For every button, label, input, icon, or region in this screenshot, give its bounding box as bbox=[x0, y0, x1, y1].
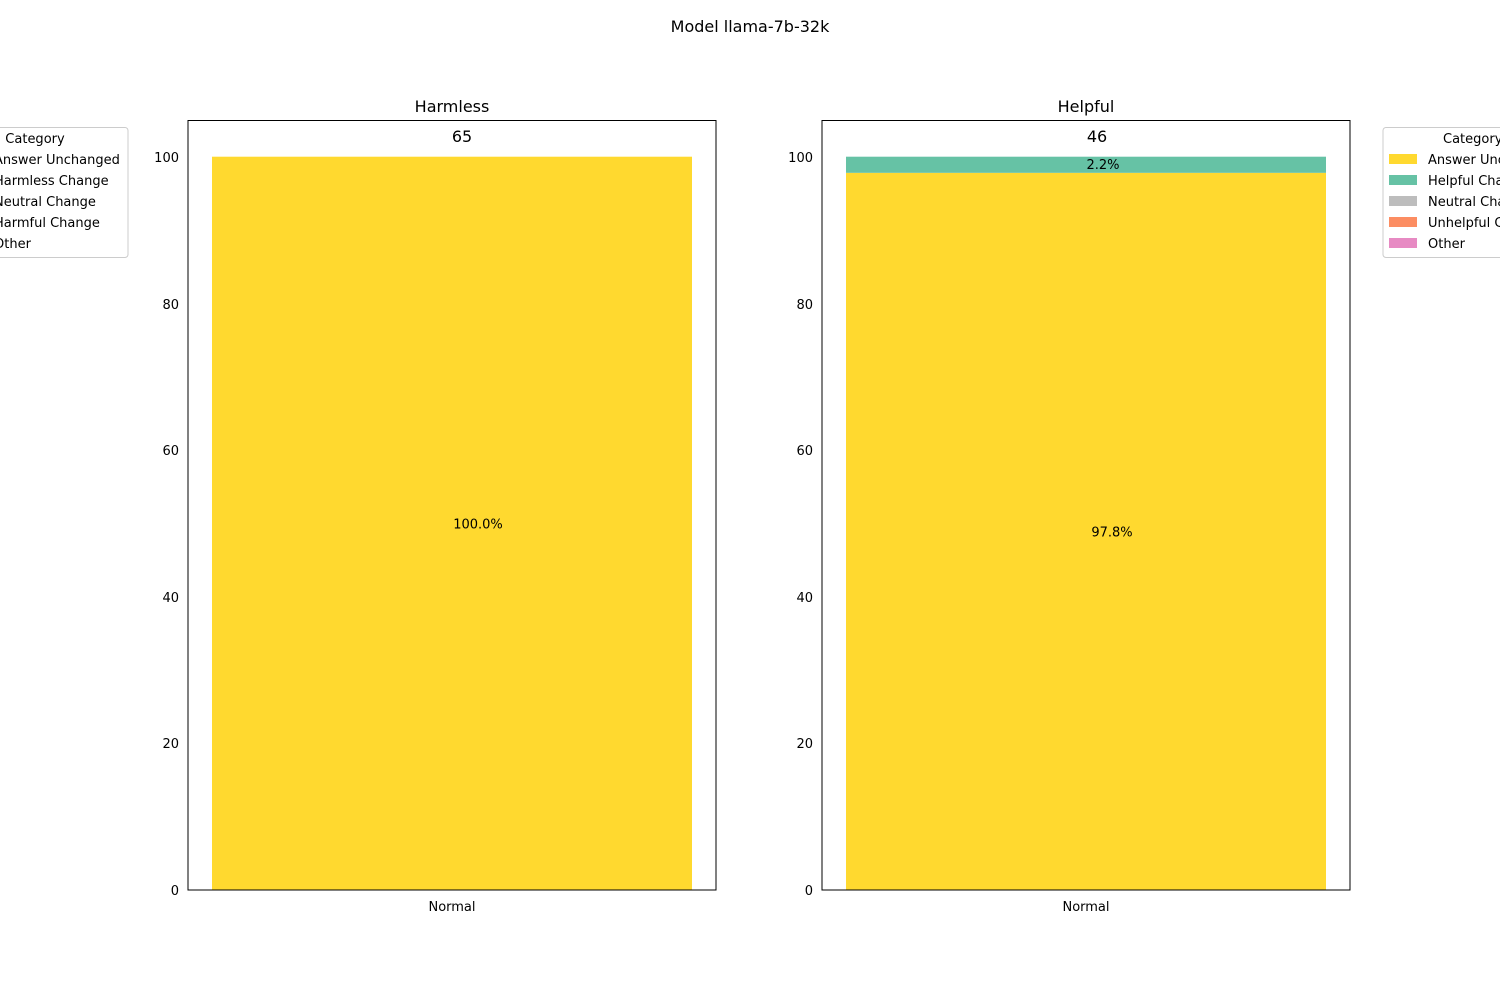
legend-entry: Other bbox=[1389, 237, 1466, 252]
legend-entry: Neutral Change bbox=[0, 195, 96, 210]
legend-entry: Harmful Change bbox=[0, 216, 100, 231]
legend-swatch bbox=[1389, 196, 1417, 206]
legend-entry: Neutral Change bbox=[1389, 195, 1500, 210]
bar-segment bbox=[846, 156, 1326, 173]
legend-label: Neutral Change bbox=[0, 195, 96, 210]
bar-stack: 97.8% 2.2% bbox=[846, 156, 1326, 891]
y-tick-label: 60 bbox=[796, 444, 813, 459]
x-tick-label: Normal bbox=[428, 900, 475, 915]
y-axis: 0 20 40 60 80 100 bbox=[154, 151, 179, 899]
legend-frame bbox=[0, 127, 129, 258]
legend-label: Answer Unchanged bbox=[0, 153, 120, 168]
chart-panel-helpful: Helpful 46 0 20 40 60 80 100 97.8% 2.2% N… bbox=[788, 97, 1500, 915]
panel-title: Harmless bbox=[415, 97, 490, 116]
legend-label: Harmful Change bbox=[0, 216, 100, 231]
legend-entry: Unhelpful Change bbox=[1389, 216, 1500, 231]
plot-frame bbox=[821, 120, 1351, 891]
legend-label: Unhelpful Change bbox=[1428, 216, 1500, 231]
legend-swatch bbox=[1389, 154, 1417, 164]
x-tick-label: Normal bbox=[1062, 900, 1109, 915]
y-tick-label: 60 bbox=[162, 444, 179, 459]
legend-entry: Other bbox=[0, 237, 32, 252]
legend-label: Other bbox=[0, 237, 32, 252]
sample-count-label: 46 bbox=[1087, 127, 1107, 146]
legend-entry: Harmless Change bbox=[0, 174, 109, 189]
legend-swatch bbox=[1389, 175, 1417, 185]
legend: Category Answer Unchanged Harmless Chang… bbox=[0, 127, 129, 258]
bar-stack: 100.0% bbox=[212, 156, 692, 890]
bar-value-label: 2.2% bbox=[1086, 158, 1119, 173]
legend-label: Helpful Change bbox=[1428, 174, 1500, 189]
y-tick-label: 100 bbox=[788, 151, 813, 166]
sample-count-label: 65 bbox=[452, 127, 472, 146]
legend-swatch bbox=[1389, 217, 1417, 227]
legend-label: Harmless Change bbox=[0, 174, 109, 189]
y-tick-label: 20 bbox=[162, 737, 179, 752]
y-axis: 0 20 40 60 80 100 bbox=[788, 151, 813, 899]
bar-value-label: 100.0% bbox=[453, 517, 503, 532]
y-tick-label: 40 bbox=[796, 591, 813, 606]
legend-label: Other bbox=[1428, 237, 1466, 252]
y-tick-label: 0 bbox=[805, 884, 813, 899]
chart-panel-harmless: Harmless 65 0 20 40 60 80 100 100.0% Nor… bbox=[0, 97, 717, 915]
legend-title: Category bbox=[5, 132, 65, 147]
legend-entry: Answer Unchanged bbox=[0, 153, 120, 168]
legend-label: Neutral Change bbox=[1428, 195, 1500, 210]
bar-segment bbox=[212, 156, 692, 890]
y-tick-label: 80 bbox=[162, 298, 179, 313]
legend-entry: Answer Unchanged bbox=[1389, 153, 1500, 168]
bar-value-label: 97.8% bbox=[1091, 525, 1132, 540]
legend-label: Answer Unchanged bbox=[1428, 153, 1500, 168]
y-tick-label: 100 bbox=[154, 151, 179, 166]
y-tick-label: 0 bbox=[171, 884, 179, 899]
y-tick-label: 80 bbox=[796, 298, 813, 313]
legend-swatch bbox=[1389, 238, 1417, 248]
legend: Category Answer Unchanged Helpful Change… bbox=[1382, 127, 1500, 258]
legend-entry: Helpful Change bbox=[1389, 174, 1500, 189]
figure-title: Model llama-7b-32k bbox=[671, 17, 830, 36]
legend-title: Category bbox=[1443, 132, 1500, 147]
panel-title: Helpful bbox=[1058, 97, 1115, 116]
y-tick-label: 20 bbox=[796, 737, 813, 752]
plot-frame bbox=[187, 120, 717, 891]
y-tick-label: 40 bbox=[162, 591, 179, 606]
bar-segment bbox=[846, 172, 1326, 891]
